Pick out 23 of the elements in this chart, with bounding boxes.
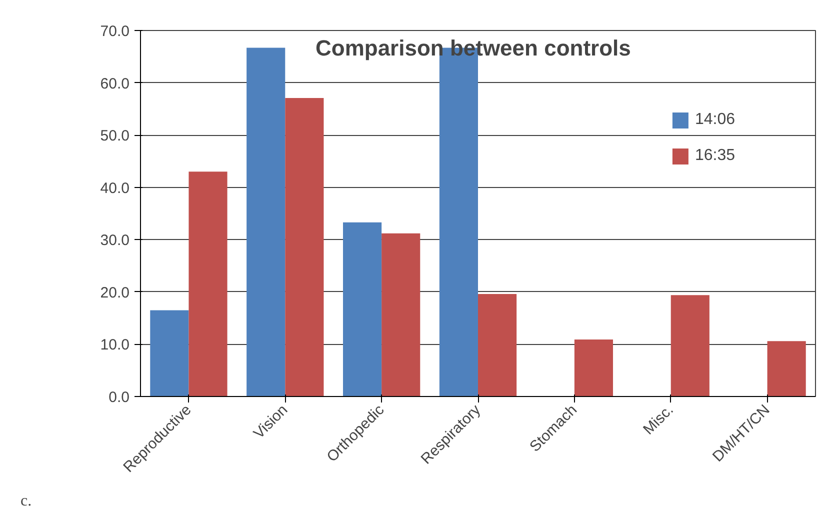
bar [382,233,420,396]
bar [246,48,286,396]
text: c. [20,492,32,510]
bar [574,340,613,396]
y-tick-label: 20.0 [100,284,130,302]
bar [343,222,382,396]
chart-title: Comparison between controls [315,36,631,60]
bar [670,295,710,396]
legend-label: 14:06 [694,111,735,129]
y-tick-label: 30.0 [100,232,130,250]
x-tick-label: Misc. [640,401,677,438]
y-tick-label: 50.0 [100,128,130,145]
bar [285,98,324,396]
y-tick-label: 60.0 [100,75,130,92]
y-tick-label: 0.0 [108,389,130,406]
y-tick-label: 70.0 [100,23,130,40]
bar [188,172,228,396]
legend-label: 16:35 [694,147,735,165]
bar [478,294,517,396]
y-tick-label: 40.0 [100,180,130,197]
y-tick-label: 10.0 [100,336,130,354]
bar [767,341,806,396]
bar [150,310,189,396]
